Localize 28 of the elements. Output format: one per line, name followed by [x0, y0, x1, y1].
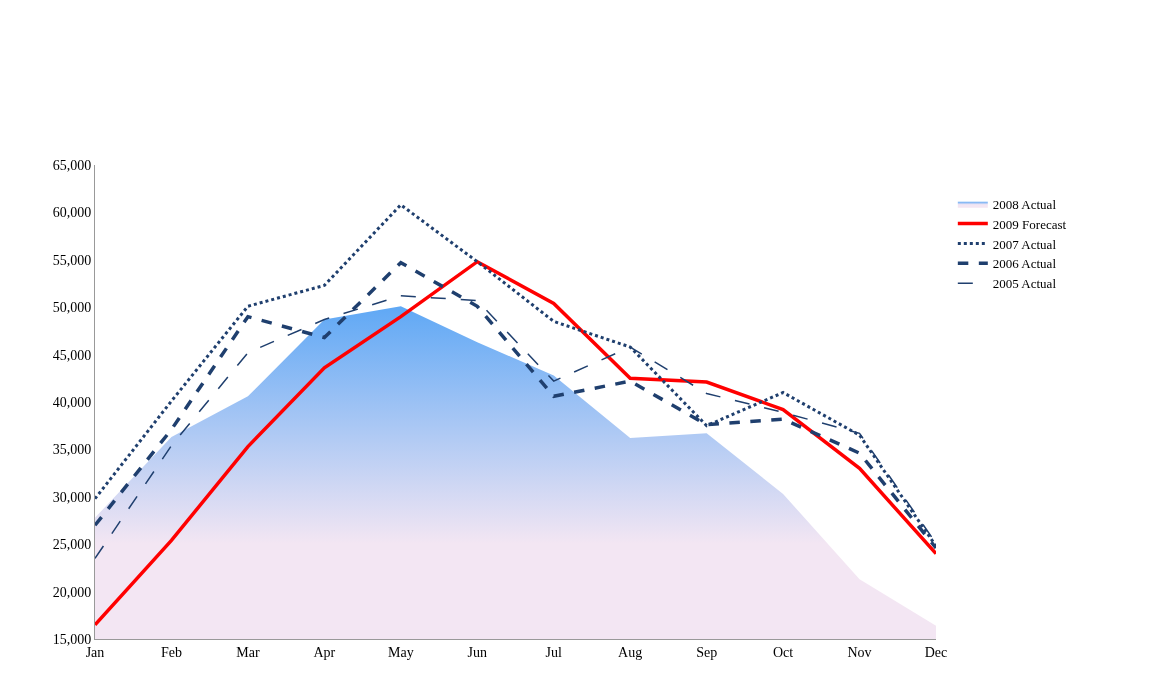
x-tick-label: Dec — [924, 644, 948, 660]
legend-label: 2009 Forecast — [992, 216, 1067, 232]
x-tick-label: May — [387, 644, 414, 660]
y-tick-label: 55,000 — [52, 252, 92, 268]
y-tick-label: 30,000 — [52, 489, 92, 505]
y-tick-label: 20,000 — [52, 584, 92, 600]
legend-label: 2007 Actual — [992, 236, 1057, 252]
x-tick-label: Oct — [772, 644, 794, 660]
x-tick-label: Apr — [313, 644, 336, 660]
y-tick-label: 40,000 — [52, 394, 92, 410]
y-tick-label: 25,000 — [52, 537, 92, 553]
x-tick-label: Aug — [618, 644, 643, 660]
x-tick-label: Jun — [467, 644, 487, 660]
y-tick-label: 15,000 — [52, 631, 92, 647]
x-tick-label: Jul — [545, 644, 563, 660]
y-tick-label: 50,000 — [52, 300, 92, 316]
x-tick-label: Sep — [696, 644, 718, 660]
y-tick-label: 65,000 — [52, 157, 92, 173]
y-tick-label: 45,000 — [52, 347, 92, 363]
x-tick-label: Nov — [847, 644, 872, 660]
x-tick-label: Feb — [160, 644, 182, 660]
x-tick-label: Jan — [85, 644, 105, 660]
x-tick-label: Mar — [236, 644, 260, 660]
legend-label: 2006 Actual — [992, 256, 1057, 272]
y-tick-label: 60,000 — [52, 205, 92, 221]
y-tick-label: 35,000 — [52, 442, 92, 458]
legend-label: 2005 Actual — [992, 276, 1057, 292]
legend-label: 2008 Actual — [992, 196, 1057, 212]
